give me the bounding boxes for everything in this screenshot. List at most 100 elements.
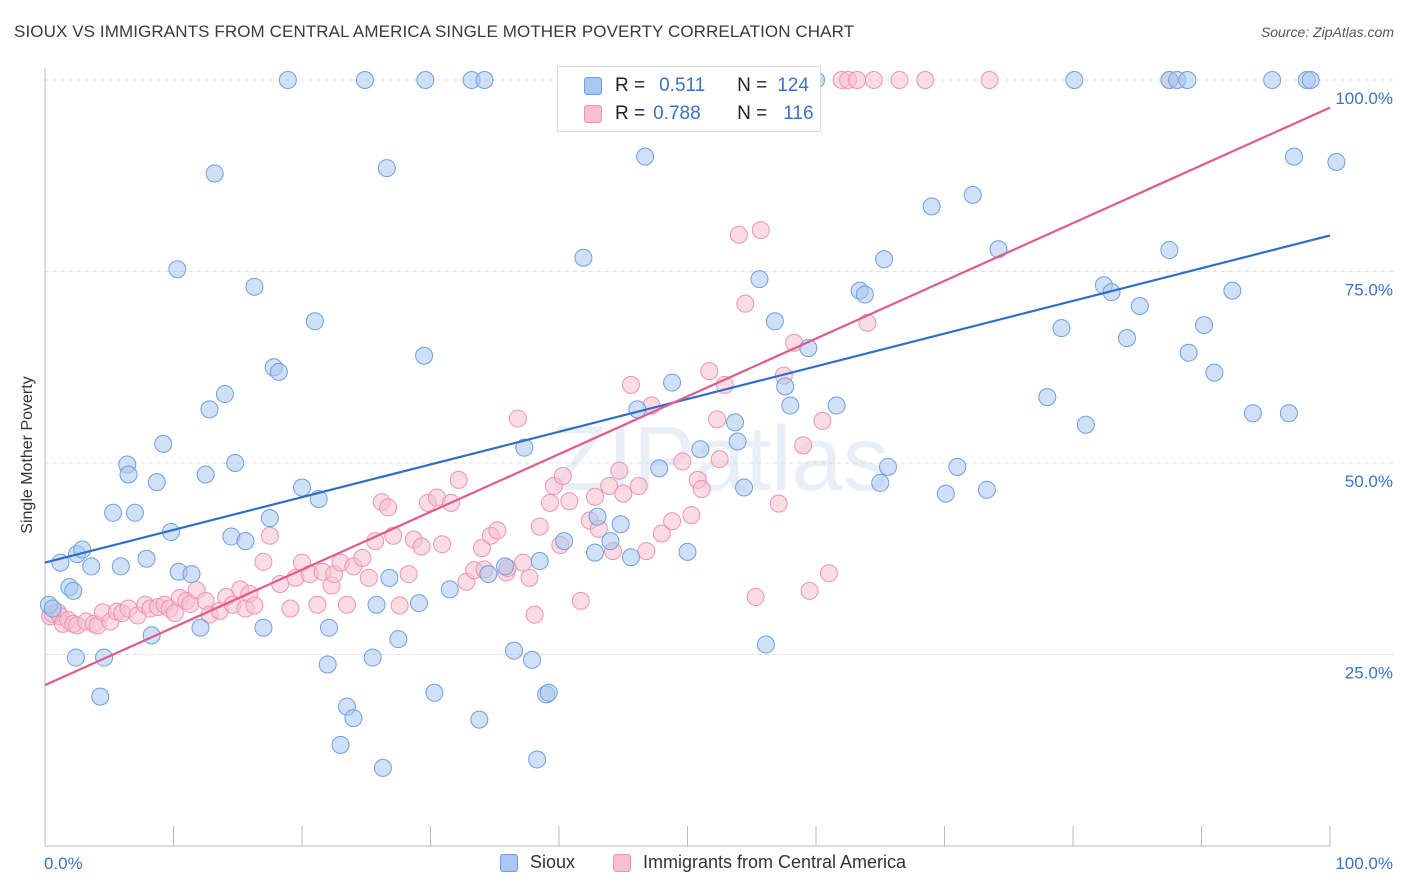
immigrants-point <box>530 517 549 536</box>
sioux-point <box>479 565 498 584</box>
sioux-point <box>496 557 515 576</box>
sioux-point <box>205 164 224 183</box>
immigrants-point <box>710 450 729 469</box>
r-label: R = <box>615 75 646 96</box>
sioux-legend-label: Sioux <box>530 852 576 872</box>
sioux-point <box>409 594 428 613</box>
sioux-point <box>989 240 1008 259</box>
sioux-point <box>66 648 85 667</box>
immigrants-point <box>980 71 999 89</box>
sioux-point <box>82 557 101 576</box>
sioux-point <box>104 503 123 522</box>
n-value-sioux: 124 <box>777 75 809 96</box>
immigrants-point <box>682 506 701 525</box>
sioux-point <box>331 735 350 754</box>
sioux-trend-line <box>44 234 1331 564</box>
immigrants-point <box>916 71 935 89</box>
sioux-point <box>416 71 435 89</box>
immigrants-trend-line <box>44 106 1331 687</box>
sioux-point <box>196 465 215 484</box>
sioux-point <box>111 557 130 576</box>
sioux-point <box>1179 343 1198 362</box>
immigrants-point <box>751 221 770 240</box>
immigrants-point <box>412 537 431 556</box>
immigrants-point <box>736 294 755 313</box>
sioux-point <box>530 552 549 571</box>
immigrants-point <box>472 539 491 558</box>
sioux-point <box>1178 71 1197 89</box>
immigrants-point <box>514 553 533 572</box>
sioux-point <box>236 532 255 551</box>
immigrants-point <box>614 484 633 503</box>
immigrants-point <box>541 493 560 512</box>
sioux-point <box>539 683 558 702</box>
immigrants-point <box>254 552 273 571</box>
immigrants-point <box>379 498 398 517</box>
sioux-point <box>1243 404 1262 423</box>
sioux-point <box>245 277 264 296</box>
sioux-point <box>1052 319 1071 338</box>
sioux-point <box>871 473 890 492</box>
axes <box>44 68 1331 847</box>
n-value-immigrants: 116 <box>783 103 814 124</box>
immigrants-point <box>813 411 832 430</box>
sioux-point <box>963 185 982 204</box>
sioux-point <box>64 581 83 600</box>
sioux-point <box>363 648 382 667</box>
sioux-point <box>528 750 547 769</box>
sioux-point <box>1279 404 1298 423</box>
sioux-point <box>470 710 489 729</box>
sioux-point <box>555 532 574 551</box>
source-label: Source: ZipAtlas.com <box>1260 24 1394 40</box>
sioux-point <box>1285 147 1304 166</box>
immigrants-legend-label: Immigrants from Central America <box>643 852 907 872</box>
sioux-point <box>200 400 219 419</box>
immigrants-point <box>864 71 883 89</box>
immigrants-point <box>629 476 648 495</box>
sioux-point <box>191 618 210 637</box>
sioux-point <box>523 650 542 669</box>
immigrants-point <box>610 461 629 480</box>
immigrants-point <box>637 542 656 561</box>
sioux-point <box>182 565 201 584</box>
immigrants-point <box>800 581 819 600</box>
sioux-point <box>588 507 607 526</box>
sioux-point <box>254 618 273 637</box>
sioux-point <box>691 440 710 459</box>
sioux-point <box>878 457 897 476</box>
immigrants-point <box>281 599 300 618</box>
sioux-point <box>515 438 534 457</box>
series-legend: Sioux Immigrants from Central America <box>0 852 1406 876</box>
immigrants-point <box>794 436 813 455</box>
sioux-point <box>585 543 604 562</box>
sioux-point <box>1327 152 1346 171</box>
sioux-point <box>415 346 434 365</box>
sioux-point <box>425 683 444 702</box>
immigrants-point <box>520 568 539 587</box>
immigrants-point <box>245 596 264 615</box>
immigrants-point <box>449 470 468 489</box>
immigrants-point <box>359 568 378 587</box>
legend-row-sioux: R = 0.511 N = 124 <box>558 72 809 100</box>
sioux-point <box>367 595 386 614</box>
n-label: N = <box>737 103 768 124</box>
sioux-point <box>977 480 996 499</box>
sioux-point <box>344 709 363 728</box>
sioux-point <box>750 270 769 289</box>
trend-lines <box>44 106 1331 687</box>
sioux-point <box>1301 71 1320 89</box>
sioux-point <box>319 618 338 637</box>
immigrants-point <box>271 575 290 594</box>
sioux-point <box>377 159 396 178</box>
sioux-swatch <box>584 77 602 95</box>
immigrants-point <box>399 565 418 584</box>
y-tick-label: 100.0% <box>1335 89 1393 108</box>
sioux-point <box>621 548 640 567</box>
sioux-point <box>1065 71 1084 89</box>
sioux-point <box>1117 329 1136 348</box>
sioux-point <box>91 687 110 706</box>
y-tick-label: 25.0% <box>1345 664 1393 683</box>
immigrants-legend-swatch <box>613 853 631 872</box>
sioux-point <box>663 373 682 392</box>
tick-labels: 25.0% 50.0% 75.0% 100.0% 0.0% 100.0% <box>44 89 1393 873</box>
